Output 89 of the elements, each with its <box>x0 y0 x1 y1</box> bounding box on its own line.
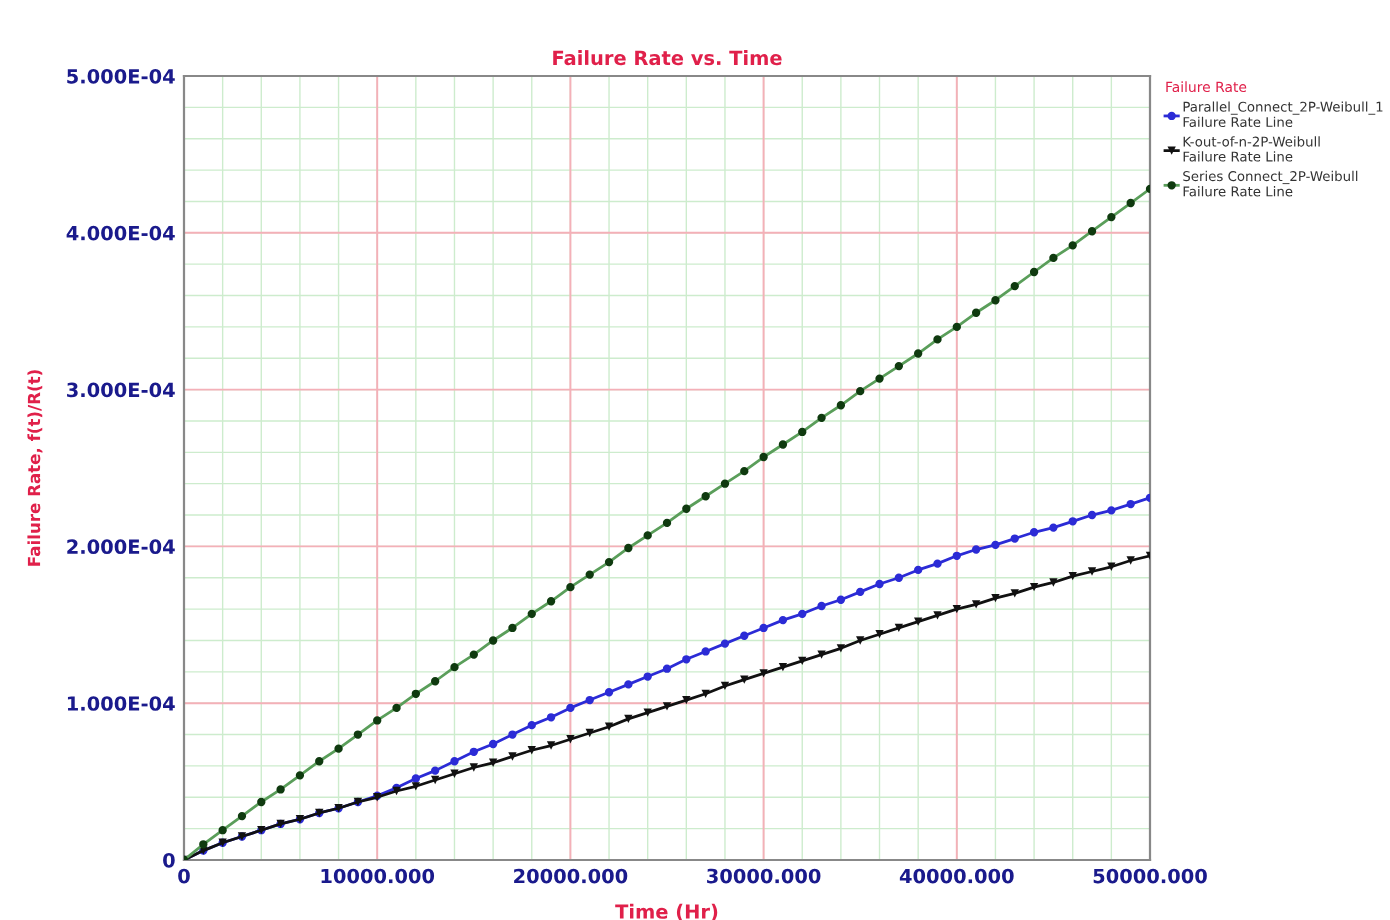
point <box>1049 578 1058 587</box>
point <box>1087 567 1097 576</box>
point <box>624 680 633 689</box>
point <box>952 551 961 560</box>
point <box>701 689 710 698</box>
point <box>527 746 536 755</box>
point <box>817 601 826 611</box>
point <box>450 769 459 778</box>
point <box>894 573 904 582</box>
y-tick-label: 4.000E-04 <box>66 225 175 241</box>
point <box>682 695 691 705</box>
y-tick-label: 0 <box>163 852 175 868</box>
x-tick-label: 50000.000 <box>1093 868 1207 884</box>
point <box>894 623 904 633</box>
point <box>1107 562 1116 571</box>
point <box>1126 556 1135 565</box>
point <box>508 730 517 739</box>
point <box>1087 510 1097 520</box>
point <box>913 617 923 626</box>
point <box>952 604 961 614</box>
point <box>875 579 884 589</box>
point <box>740 631 749 640</box>
y-tick-label: 3.000E-04 <box>67 382 175 398</box>
y-tick-label: 1.000E-04 <box>67 696 175 711</box>
point <box>856 587 865 597</box>
point <box>624 714 633 724</box>
point <box>1049 523 1058 532</box>
point <box>450 757 459 766</box>
point <box>430 775 440 785</box>
point <box>971 600 981 609</box>
point <box>411 782 421 791</box>
point <box>798 656 807 666</box>
point <box>585 728 594 738</box>
point <box>682 655 691 664</box>
x-tick-label: 0 <box>178 868 190 884</box>
chart-title: Failure Rate vs. Time <box>553 50 782 66</box>
x-tick-label: 20000.000 <box>514 868 628 884</box>
point <box>991 593 1000 603</box>
point <box>778 662 788 672</box>
point <box>430 766 440 775</box>
point <box>798 609 807 618</box>
point <box>604 688 614 697</box>
point <box>662 702 672 711</box>
point <box>1068 517 1077 526</box>
point <box>527 720 536 730</box>
point <box>1107 506 1116 515</box>
point <box>546 713 556 722</box>
point <box>488 758 498 767</box>
point <box>604 722 614 731</box>
y-tick-label: 2.000E-04 <box>67 539 175 555</box>
point <box>469 747 478 756</box>
point <box>469 763 478 772</box>
y-tick-label: 5.000E-04 <box>67 68 175 84</box>
point <box>720 681 730 691</box>
point <box>1126 499 1135 509</box>
point <box>1068 572 1077 581</box>
point <box>643 672 652 681</box>
point <box>488 739 498 749</box>
point <box>913 565 923 575</box>
point <box>817 650 826 659</box>
point <box>508 752 517 761</box>
point <box>836 595 846 604</box>
x-tick-label: 10000.000 <box>321 868 435 884</box>
point <box>566 703 575 713</box>
point <box>1010 534 1019 543</box>
point <box>971 545 981 554</box>
point <box>759 623 768 633</box>
point <box>856 636 865 645</box>
point <box>643 708 652 717</box>
x-tick-label: 40000.000 <box>899 868 1014 884</box>
point <box>566 735 575 744</box>
x-tick-label: 30000.000 <box>707 868 821 884</box>
point <box>875 630 884 639</box>
point <box>759 669 768 678</box>
point <box>585 695 594 705</box>
point <box>836 644 846 653</box>
point <box>701 647 710 656</box>
point <box>546 741 556 750</box>
point <box>662 664 672 673</box>
point <box>1029 583 1039 592</box>
point <box>1010 589 1019 598</box>
point <box>991 540 1000 549</box>
point <box>720 639 730 648</box>
point <box>933 611 942 620</box>
point <box>411 774 421 783</box>
point <box>933 559 942 568</box>
point <box>778 615 788 625</box>
y-axis-title: Failure Rate, f(t)/R(t) <box>27 370 43 566</box>
point <box>1029 528 1039 537</box>
